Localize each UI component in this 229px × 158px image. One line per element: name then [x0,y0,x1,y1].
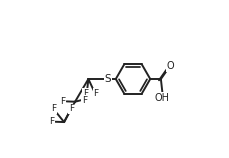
Text: F: F [51,104,56,113]
Text: F: F [83,89,88,98]
Text: F: F [49,117,54,126]
Text: F: F [69,104,74,113]
Text: O: O [166,61,173,71]
Text: OH: OH [154,93,169,103]
Text: S: S [104,74,111,84]
Text: F: F [60,97,65,106]
Text: F: F [82,96,87,105]
Text: F: F [93,89,98,98]
